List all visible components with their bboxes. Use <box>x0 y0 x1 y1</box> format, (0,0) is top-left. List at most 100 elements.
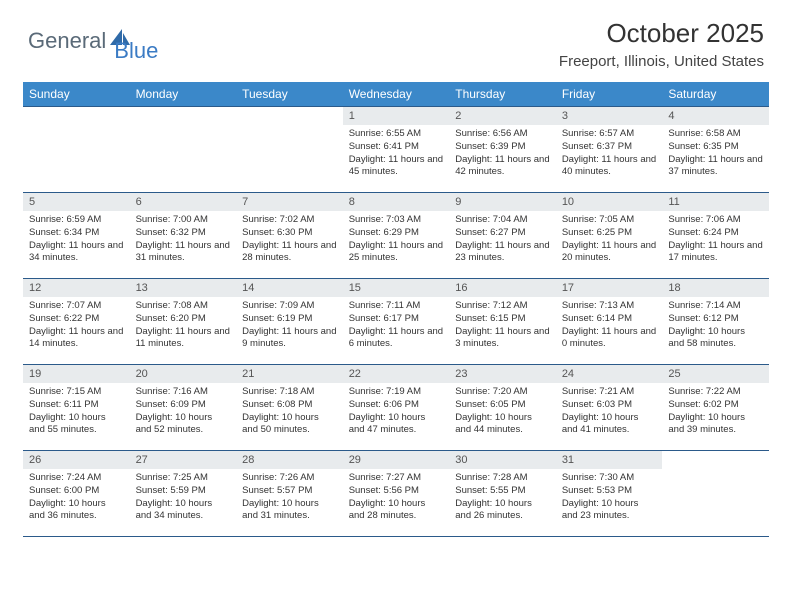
day-details: Sunrise: 7:22 AMSunset: 6:02 PMDaylight:… <box>662 383 769 441</box>
day-details: Sunrise: 7:16 AMSunset: 6:09 PMDaylight:… <box>130 383 237 441</box>
day-number: 11 <box>662 193 769 211</box>
day-details: Sunrise: 7:25 AMSunset: 5:59 PMDaylight:… <box>130 469 237 527</box>
day-cell: 9Sunrise: 7:04 AMSunset: 6:27 PMDaylight… <box>449 193 556 279</box>
day-cell: 24Sunrise: 7:21 AMSunset: 6:03 PMDayligh… <box>556 365 663 451</box>
day-number: 30 <box>449 451 556 469</box>
day-cell: 13Sunrise: 7:08 AMSunset: 6:20 PMDayligh… <box>130 279 237 365</box>
day-details: Sunrise: 6:55 AMSunset: 6:41 PMDaylight:… <box>343 125 450 183</box>
day-details: Sunrise: 7:24 AMSunset: 6:00 PMDaylight:… <box>23 469 130 527</box>
calendar-table: Sunday Monday Tuesday Wednesday Thursday… <box>23 82 769 537</box>
day-number: 15 <box>343 279 450 297</box>
day-details: Sunrise: 7:12 AMSunset: 6:15 PMDaylight:… <box>449 297 556 355</box>
day-cell: 5Sunrise: 6:59 AMSunset: 6:34 PMDaylight… <box>23 193 130 279</box>
day-cell: 15Sunrise: 7:11 AMSunset: 6:17 PMDayligh… <box>343 279 450 365</box>
day-number: 4 <box>662 107 769 125</box>
day-number: 13 <box>130 279 237 297</box>
weekday-header: Monday <box>130 82 237 107</box>
day-number: 8 <box>343 193 450 211</box>
day-number: 31 <box>556 451 663 469</box>
day-cell: 26Sunrise: 7:24 AMSunset: 6:00 PMDayligh… <box>23 451 130 537</box>
weekday-header: Thursday <box>449 82 556 107</box>
day-cell: 6Sunrise: 7:00 AMSunset: 6:32 PMDaylight… <box>130 193 237 279</box>
day-cell: 29Sunrise: 7:27 AMSunset: 5:56 PMDayligh… <box>343 451 450 537</box>
day-details: Sunrise: 7:28 AMSunset: 5:55 PMDaylight:… <box>449 469 556 527</box>
day-details: Sunrise: 7:03 AMSunset: 6:29 PMDaylight:… <box>343 211 450 269</box>
day-number: 14 <box>236 279 343 297</box>
day-cell: 10Sunrise: 7:05 AMSunset: 6:25 PMDayligh… <box>556 193 663 279</box>
logo-text-blue: Blue <box>114 38 158 64</box>
day-cell: 17Sunrise: 7:13 AMSunset: 6:14 PMDayligh… <box>556 279 663 365</box>
day-cell: 12Sunrise: 7:07 AMSunset: 6:22 PMDayligh… <box>23 279 130 365</box>
day-number: 23 <box>449 365 556 383</box>
day-number: 26 <box>23 451 130 469</box>
weekday-header: Saturday <box>662 82 769 107</box>
weekday-header: Tuesday <box>236 82 343 107</box>
day-details: Sunrise: 7:20 AMSunset: 6:05 PMDaylight:… <box>449 383 556 441</box>
day-number: 16 <box>449 279 556 297</box>
day-number: 25 <box>662 365 769 383</box>
day-number: 27 <box>130 451 237 469</box>
day-cell: 28Sunrise: 7:26 AMSunset: 5:57 PMDayligh… <box>236 451 343 537</box>
header: General Blue October 2025 Freeport, Illi… <box>0 0 792 76</box>
day-cell: 1Sunrise: 6:55 AMSunset: 6:41 PMDaylight… <box>343 107 450 193</box>
day-details: Sunrise: 7:00 AMSunset: 6:32 PMDaylight:… <box>130 211 237 269</box>
day-number: 2 <box>449 107 556 125</box>
day-number: 18 <box>662 279 769 297</box>
week-row: 19Sunrise: 7:15 AMSunset: 6:11 PMDayligh… <box>23 365 769 451</box>
month-title: October 2025 <box>559 18 764 49</box>
day-details: Sunrise: 7:15 AMSunset: 6:11 PMDaylight:… <box>23 383 130 441</box>
day-number: 21 <box>236 365 343 383</box>
day-details: Sunrise: 7:27 AMSunset: 5:56 PMDaylight:… <box>343 469 450 527</box>
day-cell: 4Sunrise: 6:58 AMSunset: 6:35 PMDaylight… <box>662 107 769 193</box>
location: Freeport, Illinois, United States <box>559 53 764 70</box>
day-cell: 8Sunrise: 7:03 AMSunset: 6:29 PMDaylight… <box>343 193 450 279</box>
day-number: 1 <box>343 107 450 125</box>
day-number: 9 <box>449 193 556 211</box>
day-cell: 27Sunrise: 7:25 AMSunset: 5:59 PMDayligh… <box>130 451 237 537</box>
day-details: Sunrise: 7:08 AMSunset: 6:20 PMDaylight:… <box>130 297 237 355</box>
day-details: Sunrise: 6:58 AMSunset: 6:35 PMDaylight:… <box>662 125 769 183</box>
day-details: Sunrise: 6:57 AMSunset: 6:37 PMDaylight:… <box>556 125 663 183</box>
day-cell: 23Sunrise: 7:20 AMSunset: 6:05 PMDayligh… <box>449 365 556 451</box>
week-row: 12Sunrise: 7:07 AMSunset: 6:22 PMDayligh… <box>23 279 769 365</box>
day-details: Sunrise: 7:02 AMSunset: 6:30 PMDaylight:… <box>236 211 343 269</box>
week-row: 1Sunrise: 6:55 AMSunset: 6:41 PMDaylight… <box>23 107 769 193</box>
day-number: 20 <box>130 365 237 383</box>
day-number: 28 <box>236 451 343 469</box>
day-cell: 22Sunrise: 7:19 AMSunset: 6:06 PMDayligh… <box>343 365 450 451</box>
day-cell <box>130 107 237 193</box>
day-number: 29 <box>343 451 450 469</box>
day-cell <box>662 451 769 537</box>
day-number: 22 <box>343 365 450 383</box>
day-cell: 11Sunrise: 7:06 AMSunset: 6:24 PMDayligh… <box>662 193 769 279</box>
weekday-header-row: Sunday Monday Tuesday Wednesday Thursday… <box>23 82 769 107</box>
day-number: 5 <box>23 193 130 211</box>
day-details: Sunrise: 7:19 AMSunset: 6:06 PMDaylight:… <box>343 383 450 441</box>
day-cell: 3Sunrise: 6:57 AMSunset: 6:37 PMDaylight… <box>556 107 663 193</box>
day-details: Sunrise: 7:18 AMSunset: 6:08 PMDaylight:… <box>236 383 343 441</box>
day-cell <box>236 107 343 193</box>
day-cell: 30Sunrise: 7:28 AMSunset: 5:55 PMDayligh… <box>449 451 556 537</box>
weekday-header: Sunday <box>23 82 130 107</box>
weekday-header: Wednesday <box>343 82 450 107</box>
logo-text-general: General <box>28 28 106 54</box>
day-details: Sunrise: 7:04 AMSunset: 6:27 PMDaylight:… <box>449 211 556 269</box>
day-cell: 19Sunrise: 7:15 AMSunset: 6:11 PMDayligh… <box>23 365 130 451</box>
day-details: Sunrise: 7:14 AMSunset: 6:12 PMDaylight:… <box>662 297 769 355</box>
day-number: 12 <box>23 279 130 297</box>
day-number: 3 <box>556 107 663 125</box>
day-details: Sunrise: 7:26 AMSunset: 5:57 PMDaylight:… <box>236 469 343 527</box>
title-block: October 2025 Freeport, Illinois, United … <box>559 18 764 70</box>
day-number: 24 <box>556 365 663 383</box>
day-details: Sunrise: 7:30 AMSunset: 5:53 PMDaylight:… <box>556 469 663 527</box>
day-number: 6 <box>130 193 237 211</box>
day-details: Sunrise: 7:06 AMSunset: 6:24 PMDaylight:… <box>662 211 769 269</box>
day-cell: 16Sunrise: 7:12 AMSunset: 6:15 PMDayligh… <box>449 279 556 365</box>
day-cell: 21Sunrise: 7:18 AMSunset: 6:08 PMDayligh… <box>236 365 343 451</box>
weekday-header: Friday <box>556 82 663 107</box>
day-details: Sunrise: 6:59 AMSunset: 6:34 PMDaylight:… <box>23 211 130 269</box>
week-row: 26Sunrise: 7:24 AMSunset: 6:00 PMDayligh… <box>23 451 769 537</box>
day-cell: 2Sunrise: 6:56 AMSunset: 6:39 PMDaylight… <box>449 107 556 193</box>
day-cell: 31Sunrise: 7:30 AMSunset: 5:53 PMDayligh… <box>556 451 663 537</box>
day-details: Sunrise: 7:11 AMSunset: 6:17 PMDaylight:… <box>343 297 450 355</box>
